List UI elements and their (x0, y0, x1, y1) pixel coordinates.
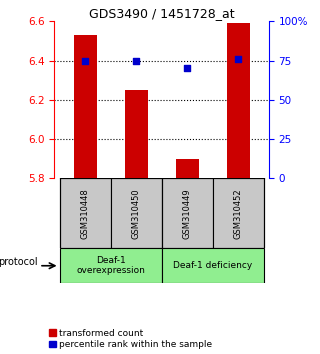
Text: Deaf-1 deficiency: Deaf-1 deficiency (173, 261, 252, 270)
Text: protocol: protocol (0, 257, 38, 267)
Point (185, 65, 190, 71)
Bar (60, 248, 162, 283)
Text: GSM310452: GSM310452 (234, 188, 243, 239)
Bar (74, 35, 97, 178)
Point (133, 58, 139, 63)
Bar (213, 178, 264, 248)
Bar (60, 178, 110, 248)
Text: GSM310449: GSM310449 (183, 188, 192, 239)
Bar (162, 178, 213, 248)
Text: GSM310448: GSM310448 (81, 188, 90, 239)
Title: GDS3490 / 1451728_at: GDS3490 / 1451728_at (89, 7, 235, 20)
Point (236, 56, 241, 62)
Text: Deaf-1
overexpression: Deaf-1 overexpression (76, 256, 145, 275)
Legend: transformed count, percentile rank within the sample: transformed count, percentile rank withi… (49, 329, 212, 349)
Point (83, 58, 88, 63)
Bar (227, 23, 250, 178)
Bar (110, 178, 162, 248)
Bar (124, 90, 148, 178)
Bar (162, 248, 264, 283)
Text: GSM310450: GSM310450 (132, 188, 140, 239)
Bar (176, 159, 199, 178)
